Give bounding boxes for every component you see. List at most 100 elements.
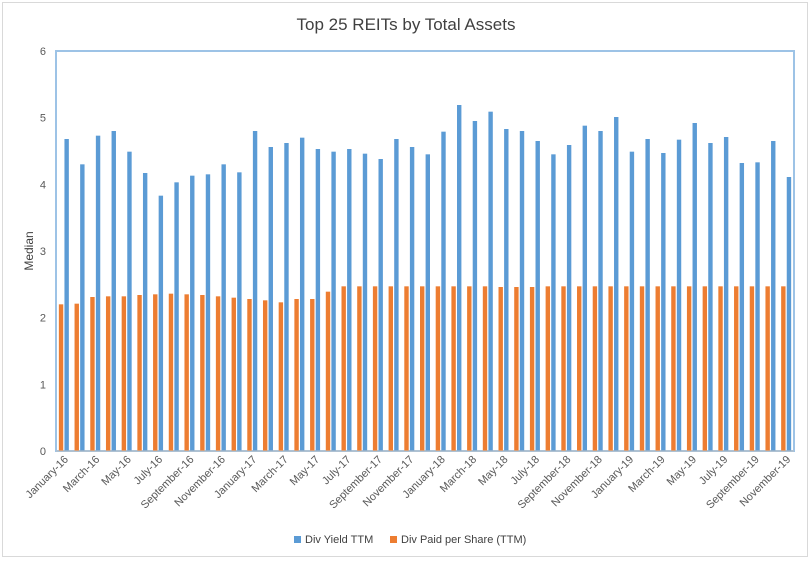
bar-div-paid-november-18: [592, 286, 598, 451]
x-tick-label: May-17: [288, 454, 322, 488]
bar-div-yield-june-19: [708, 143, 713, 451]
bar-div-paid-june-18: [514, 287, 519, 451]
legend-label-div-yield: Div Yield TTM: [305, 534, 373, 546]
y-tick-label: 1: [40, 379, 46, 391]
bar-div-paid-september-16: [184, 294, 189, 451]
bar-div-paid-august-18: [545, 286, 551, 451]
bar-div-paid-may-16: [121, 296, 127, 451]
bar-div-yield-september-18: [566, 145, 572, 451]
y-tick-label: 4: [40, 179, 46, 191]
bar-div-yield-may-19: [692, 123, 697, 451]
bar-div-yield-september-16: [190, 175, 195, 452]
bar-div-paid-october-16: [200, 295, 205, 451]
bar-div-yield-march-18: [472, 121, 478, 451]
bar-div-yield-september-17: [378, 159, 383, 451]
bar-div-paid-december-17: [420, 286, 425, 451]
bar-div-yield-february-19: [645, 139, 650, 451]
bar-div-yield-october-19: [771, 141, 776, 451]
bar-div-paid-february-16: [74, 303, 79, 451]
bar-div-paid-may-18: [498, 287, 503, 451]
bar-div-yield-october-16: [205, 174, 211, 451]
bar-div-yield-july-17: [347, 149, 352, 451]
bar-div-yield-october-17: [394, 139, 399, 451]
bar-div-paid-november-17: [404, 286, 409, 451]
bar-div-paid-february-17: [262, 300, 268, 451]
bar-div-yield-april-18: [488, 111, 493, 452]
y-tick-label: 3: [40, 246, 46, 258]
y-tick-label: 5: [40, 113, 46, 125]
bar-div-yield-april-17: [299, 137, 305, 452]
bars-group: [58, 105, 792, 452]
bar-div-yield-april-16: [111, 131, 116, 451]
bar-div-paid-march-18: [467, 286, 472, 451]
bar-div-yield-december-18: [614, 117, 619, 451]
bar-div-paid-april-17: [294, 299, 299, 451]
bar-div-paid-september-18: [561, 286, 566, 451]
bar-div-paid-december-18: [608, 286, 613, 451]
bar-div-yield-july-18: [535, 141, 540, 451]
bar-div-paid-january-18: [435, 286, 441, 451]
bar-div-paid-july-16: [153, 294, 158, 451]
bar-div-yield-july-19: [723, 137, 729, 451]
bar-div-yield-september-19: [755, 162, 760, 451]
bar-div-paid-april-16: [105, 296, 111, 451]
bar-div-paid-october-18: [577, 286, 582, 451]
bar-div-yield-november-17: [409, 147, 415, 451]
bar-div-paid-november-19: [781, 286, 786, 451]
bar-div-yield-november-19: [786, 177, 792, 451]
bar-div-yield-january-16: [64, 139, 69, 451]
bar-div-paid-july-18: [529, 287, 535, 451]
bar-div-yield-march-17: [284, 143, 289, 451]
bar-div-yield-february-18: [457, 105, 462, 451]
bar-div-paid-august-17: [357, 286, 362, 451]
bar-div-yield-january-18: [441, 131, 446, 452]
x-axis-ticks: January-16March-16May-16July-16September…: [24, 454, 794, 512]
y-tick-label: 0: [40, 446, 46, 458]
bar-div-paid-april-18: [482, 286, 488, 451]
bar-div-paid-march-17: [278, 302, 284, 451]
bar-div-yield-april-19: [676, 139, 682, 452]
bar-div-paid-january-19: [624, 286, 629, 451]
bar-div-paid-september-17: [372, 286, 378, 451]
y-tick-label: 6: [40, 46, 46, 58]
bar-div-paid-february-18: [451, 286, 456, 451]
bar-div-yield-august-16: [174, 182, 179, 451]
bar-div-paid-january-17: [247, 299, 252, 451]
bar-div-paid-october-17: [388, 286, 393, 451]
bar-div-paid-december-16: [231, 297, 236, 451]
bar-div-paid-january-16: [58, 304, 64, 451]
bar-div-paid-june-19: [702, 286, 708, 451]
bar-div-yield-may-18: [504, 129, 509, 451]
y-axis-title: Median: [22, 231, 36, 270]
bar-div-yield-august-17: [362, 153, 368, 452]
bar-div-paid-june-17: [325, 291, 331, 451]
bar-div-paid-february-19: [639, 286, 645, 451]
y-axis-ticks: 0 1 2 3 4 5 6: [40, 46, 46, 458]
bar-div-yield-march-19: [661, 153, 666, 451]
bar-div-paid-october-19: [765, 286, 770, 451]
bar-div-yield-february-17: [268, 147, 273, 451]
x-tick-label: May-16: [99, 454, 133, 488]
bar-div-paid-april-19: [671, 286, 676, 451]
bar-div-yield-november-18: [598, 131, 603, 451]
y-tick-label: 2: [40, 313, 46, 325]
bar-div-paid-august-19: [734, 286, 739, 451]
bar-div-paid-november-16: [215, 296, 221, 451]
x-tick-label: January-16: [24, 454, 71, 501]
chart-title: Top 25 REITs by Total Assets: [297, 15, 516, 34]
bar-div-yield-june-18: [519, 131, 525, 451]
bar-div-yield-november-16: [221, 164, 226, 451]
bar-div-paid-july-17: [341, 286, 346, 451]
bar-div-paid-august-16: [168, 293, 174, 451]
bar-div-yield-may-16: [127, 151, 132, 452]
bar-div-yield-january-19: [629, 151, 635, 452]
bar-div-paid-july-19: [718, 286, 723, 451]
bar-div-yield-june-17: [331, 151, 336, 452]
bar-div-yield-may-17: [315, 149, 321, 451]
bar-div-yield-december-16: [237, 172, 242, 451]
bar-div-yield-january-17: [252, 131, 258, 451]
legend-swatch-div-paid: [390, 536, 397, 543]
x-tick-label: May-19: [665, 454, 699, 488]
